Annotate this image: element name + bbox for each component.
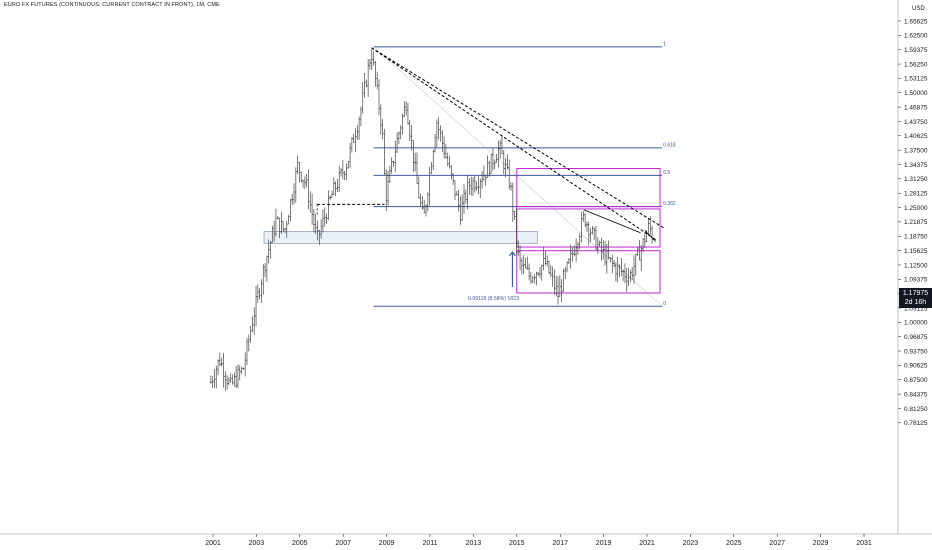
fib-level-label: 0.382	[663, 201, 676, 207]
price-tick-label: 1.12500	[904, 262, 928, 269]
bar-countdown: 2d 16h	[904, 299, 927, 306]
price-tick-label: 1.18750	[904, 234, 928, 241]
fibonacci-retracement[interactable]: 1 0.618 0.5 0.382 0	[373, 41, 676, 307]
price-tick-label: 1.53125	[904, 76, 928, 83]
price-axis-unit: USD	[912, 6, 925, 12]
fib-level-label: 0.618	[663, 142, 676, 148]
price-tick-label: 1.59375	[904, 47, 928, 54]
time-tick-label: 2003	[249, 540, 265, 547]
chart-title: EURO FX FUTURES (CONTINUOUS: CURRENT CON…	[4, 2, 220, 8]
price-tick-label: 1.43750	[904, 119, 928, 126]
price-tick-label: 0.93750	[904, 348, 928, 355]
time-tick-label: 2015	[509, 540, 525, 547]
time-tick-label: 2025	[726, 540, 742, 547]
range-box	[516, 208, 661, 248]
recent-trendline	[583, 209, 641, 234]
range-measure-label: 0.09115 (8.58%) 1823	[468, 296, 519, 302]
price-tick-label: 0.81250	[904, 406, 928, 413]
up-arrow-head	[508, 251, 516, 257]
trendlines[interactable]	[316, 47, 665, 242]
price-tick-label: 0.87500	[904, 377, 928, 384]
time-tick-label: 2009	[379, 540, 395, 547]
price-tick-label: 1.31250	[904, 176, 928, 183]
time-tick-label: 2001	[205, 540, 221, 547]
dashed-trendline	[371, 47, 665, 229]
price-tick-label: 1.56250	[904, 61, 928, 68]
price-tick-label: 1.40625	[904, 133, 928, 140]
price-tick-label: 1.09375	[904, 277, 928, 284]
time-tick-label: 2011	[422, 540, 437, 547]
price-tick-label: 1.15625	[904, 248, 928, 255]
price-tick-label: 1.37500	[904, 147, 928, 154]
price-tick-label: 1.00000	[904, 320, 928, 327]
price-axis[interactable]: 1.65625 1.62500 1.59375 1.56250 1.53125 1.500…	[898, 18, 928, 427]
ohlc-series	[209, 48, 654, 391]
time-axis[interactable]: 2001 2003 2005 2007 2009 2011 2013 2015 2017 2019…	[205, 534, 872, 547]
time-tick-label: 2027	[769, 540, 785, 547]
time-tick-label: 2013	[466, 540, 482, 547]
price-tick-label: 1.65625	[904, 18, 928, 25]
fib-level-label: 1	[663, 41, 666, 47]
price-tick-label: 0.78125	[904, 420, 928, 427]
fib-level-label: 0	[663, 301, 666, 307]
recent-trendline	[644, 230, 656, 242]
price-tick-label: 1.46875	[904, 104, 928, 111]
support-zone-rect	[263, 231, 538, 244]
price-tick-label: 0.96875	[904, 334, 928, 341]
range-boxes[interactable]	[516, 168, 661, 294]
time-tick-label: 2019	[596, 540, 612, 547]
last-price-tag: 1.17975 2d 16h	[899, 288, 932, 308]
time-tick-label: 2007	[335, 540, 351, 547]
time-tick-label: 2031	[856, 540, 872, 547]
time-tick-label: 2017	[552, 540, 568, 547]
price-tick-label: 1.25000	[904, 205, 928, 212]
price-tick-label: 1.03125	[904, 305, 928, 312]
range-box	[516, 250, 661, 294]
time-tick-label: 2029	[813, 540, 829, 547]
last-price-value: 1.17975	[902, 290, 929, 297]
time-tick-label: 2005	[292, 540, 308, 547]
time-tick-label: 2021	[639, 540, 655, 547]
price-tick-label: 1.34375	[904, 162, 928, 169]
price-tick-label: 1.62500	[904, 33, 928, 40]
price-tick-label: 0.84375	[904, 391, 928, 398]
range-box	[516, 168, 661, 208]
dashed-trendline	[371, 47, 656, 241]
price-tick-label: 0.90625	[904, 363, 928, 370]
fib-level-label: 0.5	[663, 170, 670, 176]
price-tick-label: 1.50000	[904, 90, 928, 97]
support-zone[interactable]	[263, 231, 538, 244]
time-tick-label: 2023	[683, 540, 699, 547]
price-tick-label: 1.21875	[904, 219, 928, 226]
price-tick-label: 1.28125	[904, 191, 928, 198]
arrow-annotation[interactable]	[508, 251, 516, 287]
